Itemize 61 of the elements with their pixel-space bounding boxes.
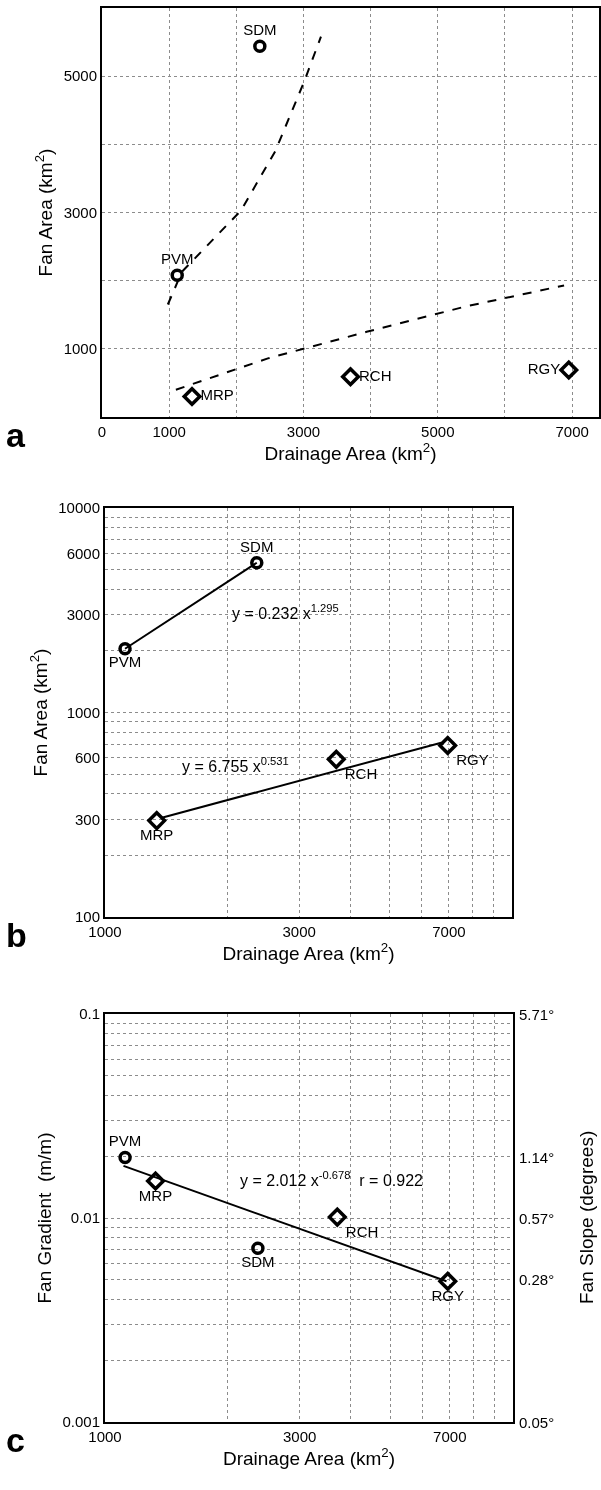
point [559, 360, 579, 380]
annotation: y = 6.755 x$^{0.531}$ [182, 755, 289, 775]
y-tick-label: 600 [74, 749, 100, 767]
series-label: MRP [138, 1186, 173, 1204]
y-tick-label: 1000 [66, 703, 100, 721]
text: 0.28° [519, 1271, 555, 1288]
y-tick-label: 3000 [66, 606, 100, 624]
series-label: RGY [527, 359, 561, 377]
y-tick-label: 1000 [63, 340, 97, 358]
series-label: PVM [108, 1132, 142, 1150]
x-tick-label: 1000 [152, 423, 186, 440]
x-tick-label: 5000 [421, 423, 455, 440]
text: 0.05° [519, 1414, 555, 1431]
x-axis-title: Drainage Area (km$^{2}$) [222, 1445, 396, 1470]
text: 5.71° [519, 1006, 555, 1023]
y-tick-label: 0.01 [70, 1209, 100, 1227]
series-label: SDM [241, 1252, 275, 1270]
series-label: MRP [200, 386, 234, 404]
y-tick-label: 10000 [58, 499, 100, 517]
x-tick-label: 7000 [555, 423, 589, 440]
text: b [6, 916, 27, 954]
x-tick-label: 3000 [282, 1428, 317, 1445]
text: 1.14° [519, 1149, 555, 1166]
series-label: RGY [456, 751, 489, 769]
point [182, 387, 202, 407]
x-tick-label: 7000 [432, 923, 466, 940]
series-label: PVM [160, 250, 194, 268]
series-label: MRP [140, 826, 174, 844]
annotation: y = 0.232 x$^{1.295}$ [232, 602, 339, 622]
y-tick-label: 0.1 [79, 1005, 100, 1023]
y-tick-label: 100 [74, 908, 100, 926]
text: a [6, 416, 26, 454]
line-series [174, 284, 566, 391]
series-label: SDM [240, 537, 274, 555]
y-tick-label: 6000 [66, 544, 100, 562]
x-tick-label: 0 [97, 423, 107, 440]
x-axis-title: Drainage Area (km$^{2}$) [264, 440, 437, 465]
y-tick-label: 5000 [63, 67, 97, 85]
point [170, 268, 184, 282]
x-tick-label: 7000 [433, 1428, 467, 1445]
y-axis-title: Fan Gradient (m/m) [33, 1132, 55, 1304]
text: 0.57° [519, 1210, 555, 1227]
y-tick-label: 3000 [63, 203, 97, 221]
x-tick-label: 1000 [88, 923, 122, 940]
text: c [6, 1421, 25, 1459]
point [253, 39, 267, 53]
series-label: RCH [344, 765, 378, 783]
series-label: RCH [359, 366, 392, 384]
series-label: RCH [345, 1222, 379, 1240]
y-tick-label: 300 [74, 810, 100, 828]
x-tick-label: 3000 [282, 923, 316, 940]
point [340, 367, 361, 387]
y-tick-label: 0.001 [62, 1413, 100, 1431]
annotation: y = 2.012 x$^{-0.678}$ r = 0.922 [240, 1169, 424, 1189]
series-label: SDM [243, 21, 277, 39]
text: Fan Slope (degrees) [576, 1130, 597, 1304]
series-label: RGY [431, 1286, 465, 1304]
x-tick-label: 1000 [88, 1428, 122, 1445]
x-axis-title: Drainage Area (km$^{2}$) [222, 940, 395, 965]
series-label: PVM [108, 653, 142, 671]
x-tick-label: 3000 [286, 423, 321, 440]
